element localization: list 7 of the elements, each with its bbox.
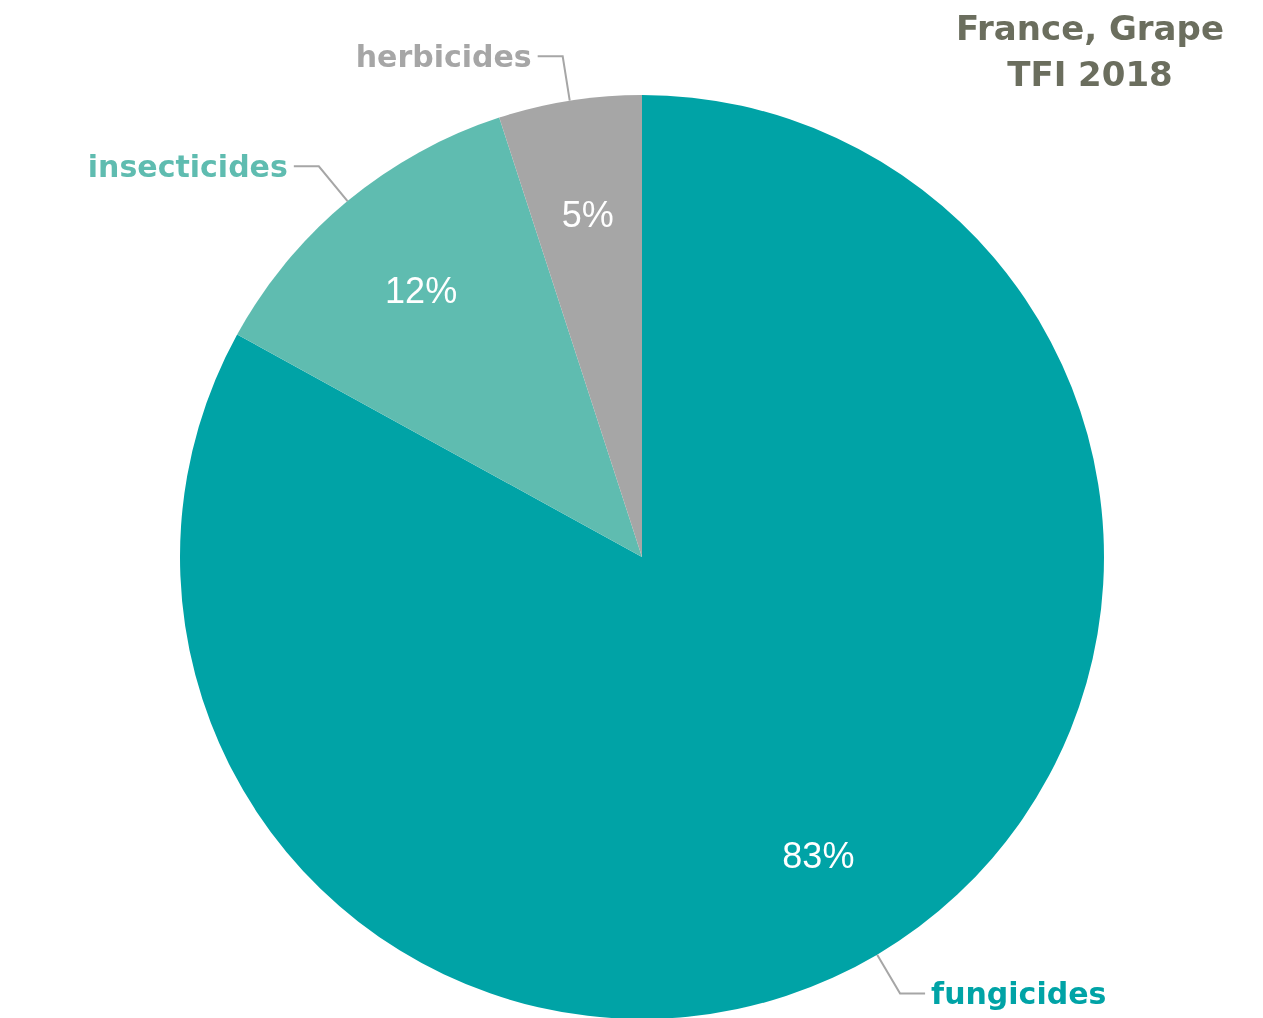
chart-title: France, Grape TFI 2018 xyxy=(956,8,1224,94)
data-label: 5% xyxy=(561,194,614,236)
slice-label: herbicides xyxy=(355,38,532,74)
data-label: 83% xyxy=(782,834,855,876)
slice-label: fungicides xyxy=(931,975,1107,1011)
slice-label: insecticides xyxy=(87,148,288,184)
data-label: 12% xyxy=(385,269,458,311)
